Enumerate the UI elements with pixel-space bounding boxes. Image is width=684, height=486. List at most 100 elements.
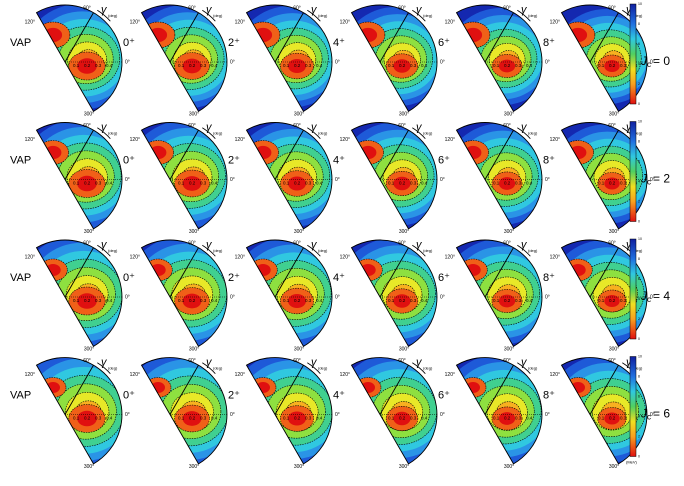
radial-tick-label: 0.1 (73, 181, 80, 186)
angle-label: 120° (550, 137, 560, 143)
colorbar-tick-label: 4 (638, 62, 640, 66)
colorbar (629, 356, 637, 457)
angle-label: 0° (545, 294, 550, 300)
radial-tick-label: 0.3 (95, 181, 102, 186)
radial-tick-label: 0.3 (620, 416, 627, 421)
gamma-symbol: γ (101, 121, 108, 133)
angle-label: 300° (189, 464, 199, 470)
colorbar-tick-label: 0 (638, 337, 640, 341)
radial-tick-label: 0.4 (106, 181, 113, 186)
contour-band (604, 177, 620, 190)
contour-band (498, 294, 516, 308)
gamma-arrow (202, 244, 216, 257)
axis-60 (169, 129, 199, 180)
column-label: 0⁺ (123, 37, 135, 49)
row-label-value: = 4 (653, 289, 670, 303)
contour-band (288, 176, 306, 191)
radial-tick-label: 0.1 (598, 416, 605, 421)
axis-60 (64, 12, 94, 63)
radial-tick-label: 0.4 (526, 181, 533, 186)
contour-band (361, 382, 375, 393)
colorbar-tick-label: 10 (638, 237, 642, 241)
gamma-symbol: γ (101, 356, 108, 368)
contour-band (604, 294, 620, 308)
radial-tick-label: 0.1 (598, 63, 605, 68)
column-label: VAP (10, 272, 31, 284)
contour-band (466, 382, 480, 393)
gamma-symbol: γ (416, 239, 423, 251)
row-label-subscript: c (647, 413, 651, 422)
angle-label: 60° (188, 5, 196, 11)
contour-band (150, 263, 166, 277)
angle-label: 120° (235, 372, 245, 378)
sector-outline (350, 239, 438, 347)
contour-map (141, 5, 227, 112)
colorbar-tick-label: 0 (638, 219, 640, 223)
gamma-arrow (517, 9, 531, 22)
contour-map (456, 5, 542, 112)
gamma-unit: (deg) (318, 248, 328, 253)
angle-label: 300° (504, 464, 514, 470)
colorbar-tick-label: 6 (638, 277, 640, 281)
radial-tick-label: 0.3 (620, 181, 627, 186)
contour-band (182, 58, 202, 74)
angle-label: 300° (399, 111, 409, 117)
radial-tick-label: 0.2 (504, 298, 511, 303)
contour-band (151, 382, 165, 393)
angle-label: 0° (335, 412, 340, 418)
radial-tick-label: 0.3 (200, 298, 207, 303)
radial-tick-label: 0.2 (399, 298, 406, 303)
radial-tick-label: 0.2 (84, 181, 91, 186)
gamma-unit: (deg) (633, 13, 643, 18)
radial-tick-label: 0.1 (178, 63, 185, 68)
radial-tick-label: 0.2 (294, 298, 301, 303)
gamma-symbol: γ (101, 239, 108, 251)
gamma-arrow (517, 127, 531, 139)
angle-label: 0° (230, 412, 235, 418)
contour-band (360, 263, 376, 277)
sector-outline (140, 357, 228, 465)
colorbar-tick-label: 2 (638, 434, 640, 438)
axis-60 (169, 12, 199, 63)
radial-tick-label: 0.4 (211, 298, 218, 303)
radial-tick-label: 0.2 (399, 416, 406, 421)
angle-label: 0° (230, 294, 235, 300)
colorbar-tick-label: 8 (638, 139, 640, 143)
colorbar-tick-label: 4 (638, 297, 640, 301)
radial-tick-label: 0.4 (526, 63, 533, 68)
gamma-symbol: γ (416, 356, 423, 368)
gamma-unit: (deg) (528, 13, 538, 18)
radial-tick-label: 0.1 (283, 416, 290, 421)
row-label-value: = 6 (653, 407, 670, 421)
gamma-symbol: γ (206, 4, 213, 16)
radial-tick-label: 0.4 (421, 181, 428, 186)
column-label: 6⁺ (438, 389, 450, 401)
axis-60 (379, 12, 409, 63)
column-label: 8⁺ (543, 154, 555, 166)
angle-label: 120° (340, 137, 350, 143)
row-label: Jc = 6 (640, 407, 670, 422)
contour-band (288, 58, 306, 74)
gamma-unit: (deg) (633, 131, 643, 136)
radial-tick-label: 0.4 (211, 181, 218, 186)
angle-label: 0° (650, 412, 655, 418)
gamma-unit: (deg) (633, 248, 643, 253)
angle-label: 0° (545, 59, 550, 65)
angle-label: 0° (125, 59, 130, 65)
angle-label: 0° (335, 59, 340, 65)
gamma-unit: (deg) (528, 131, 538, 136)
radial-tick-label: 0.3 (305, 416, 312, 421)
axis-60 (589, 129, 619, 180)
contour-band (393, 176, 411, 191)
row-label-subscript: c (647, 60, 651, 69)
radial-tick-label: 0.1 (388, 298, 395, 303)
angle-label: 120° (25, 254, 35, 260)
contour-band (182, 176, 202, 191)
radial-tick-label: 0.2 (189, 63, 196, 68)
angle-label: 300° (399, 229, 409, 235)
gamma-symbol: γ (416, 121, 423, 133)
sector-outline (245, 239, 333, 347)
contour-band (288, 293, 306, 309)
contour-band (393, 59, 411, 73)
